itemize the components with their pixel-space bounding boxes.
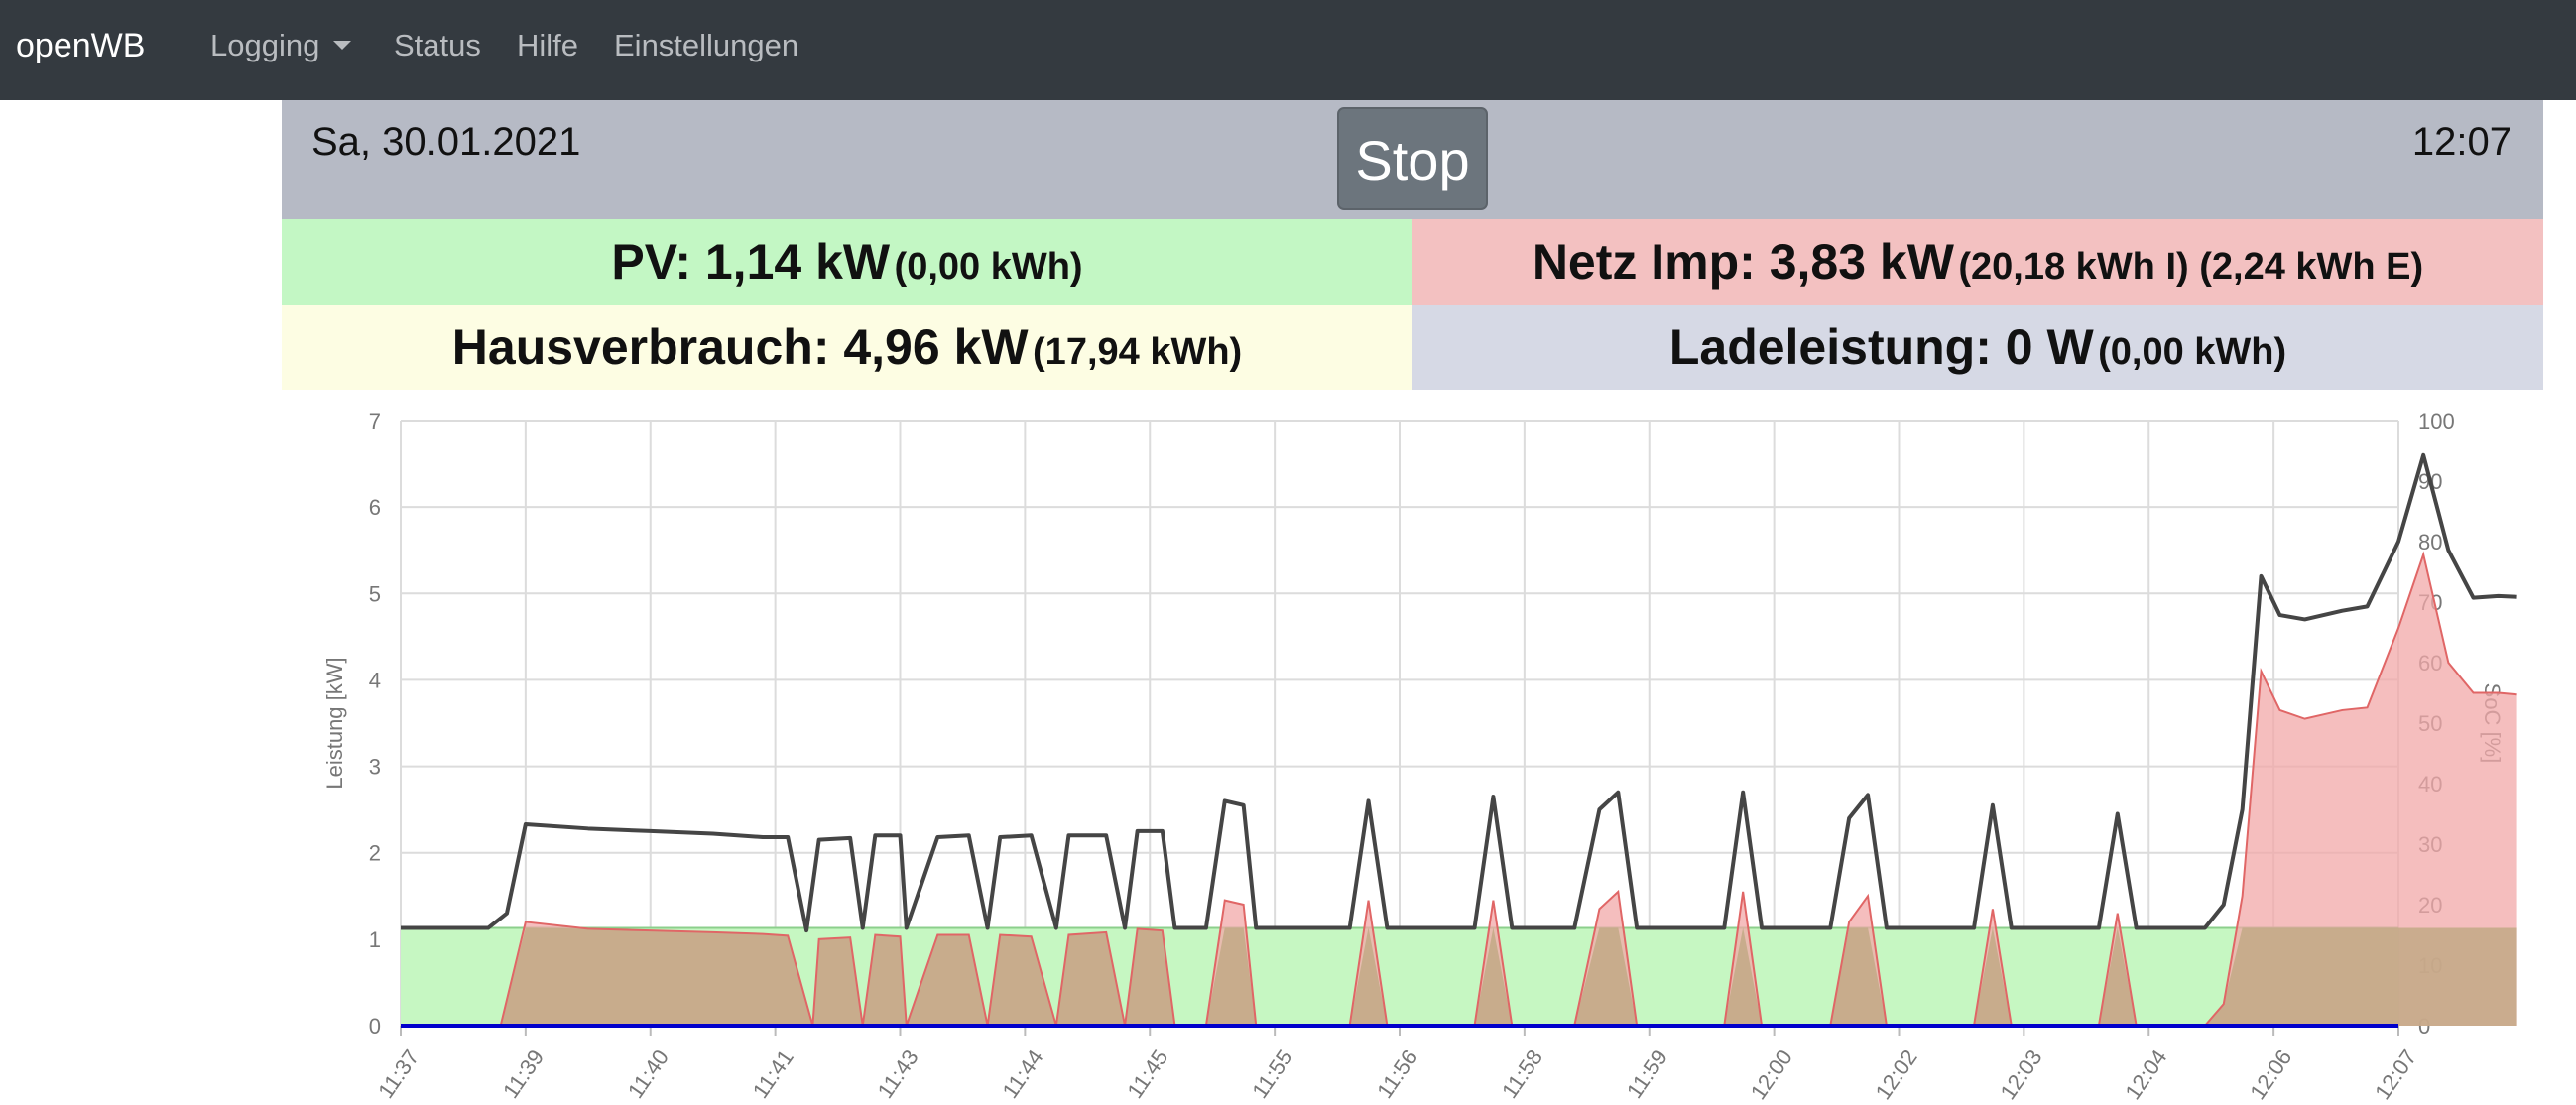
x-tick-label: 11:43: [873, 1045, 923, 1103]
house-consumption-line: [401, 452, 2517, 933]
x-tick-label: 11:45: [1122, 1045, 1172, 1103]
status-header: Sa, 30.01.2021 Stop 12:07: [282, 100, 2543, 219]
y2-tick-label: 100: [2418, 409, 2455, 433]
power-chart: 01234567010203040506070809010011:3711:39…: [322, 409, 2517, 1104]
pv-grid-overlap-area: [401, 927, 2517, 1026]
grid-energy: (20,18 kWh I) (2,24 kWh E): [1958, 246, 2424, 288]
stop-button[interactable]: Stop: [1337, 107, 1488, 210]
house-power: Hausverbrauch: 4,96 kW: [451, 319, 1029, 375]
pv-power: PV: 1,14 kW: [611, 234, 891, 290]
x-tick-label: 11:39: [498, 1045, 549, 1103]
y-tick-label: 0: [369, 1014, 381, 1039]
y-tick-label: 6: [369, 495, 381, 520]
y-axis-title: Leistung [kW]: [322, 657, 347, 789]
navbar: openWB Logging Status Hilfe Einstellunge…: [0, 0, 2576, 100]
house-energy: (17,94 kWh): [1033, 331, 1243, 373]
grid-import-power: Netz Imp: 3,83 kW: [1532, 234, 1954, 290]
y-tick-label: 2: [369, 841, 381, 866]
x-tick-label: 12:00: [1746, 1045, 1797, 1104]
y-tick-label: 3: [369, 755, 381, 780]
x-tick-label: 11:56: [1372, 1045, 1422, 1103]
x-tick-label: 11:58: [1497, 1045, 1547, 1103]
x-tick-label: 12:07: [2370, 1045, 2421, 1104]
house-consumption-tile: Hausverbrauch: 4,96 kW (17,94 kWh): [282, 305, 1412, 390]
pv-tile: PV: 1,14 kW (0,00 kWh): [282, 219, 1412, 305]
grid-import-tile: Netz Imp: 3,83 kW (20,18 kWh I) (2,24 kW…: [1412, 219, 2543, 305]
y-tick-label: 7: [369, 409, 381, 433]
y-tick-label: 4: [369, 668, 381, 692]
nav-item-hilfe[interactable]: Hilfe: [517, 28, 579, 62]
x-tick-label: 12:06: [2245, 1045, 2296, 1104]
x-tick-label: 11:44: [997, 1045, 1047, 1103]
x-tick-label: 12:04: [2120, 1045, 2171, 1104]
nav-item-einstellungen[interactable]: Einstellungen: [614, 28, 799, 62]
x-tick-label: 11:59: [1622, 1045, 1672, 1103]
x-tick-label: 11:37: [373, 1045, 424, 1103]
x-tick-label: 11:41: [748, 1045, 798, 1103]
pv-energy: (0,00 kWh): [894, 246, 1083, 288]
nav-item-status[interactable]: Status: [394, 28, 481, 62]
charge-power-tile: Ladeleistung: 0 W (0,00 kWh): [1412, 305, 2543, 390]
nav-item-logging[interactable]: Logging: [210, 0, 352, 91]
y2-tick-label: 80: [2418, 530, 2442, 554]
current-time: 12:07: [2411, 120, 2512, 164]
x-tick-label: 12:03: [1996, 1045, 2047, 1104]
y-tick-label: 5: [369, 581, 381, 606]
x-tick-label: 11:55: [1247, 1045, 1297, 1103]
charge-energy: (0,00 kWh): [2098, 331, 2287, 373]
nav-item-logging-label: Logging: [210, 28, 320, 62]
current-date: Sa, 30.01.2021: [311, 120, 581, 164]
x-tick-label: 11:40: [623, 1045, 674, 1103]
charge-power: Ladeleistung: 0 W: [1668, 319, 2094, 375]
brand-logo[interactable]: openWB: [16, 27, 146, 64]
x-tick-label: 12:02: [1871, 1045, 1922, 1104]
caret-down-icon: [333, 41, 352, 51]
y-tick-label: 1: [369, 927, 381, 952]
